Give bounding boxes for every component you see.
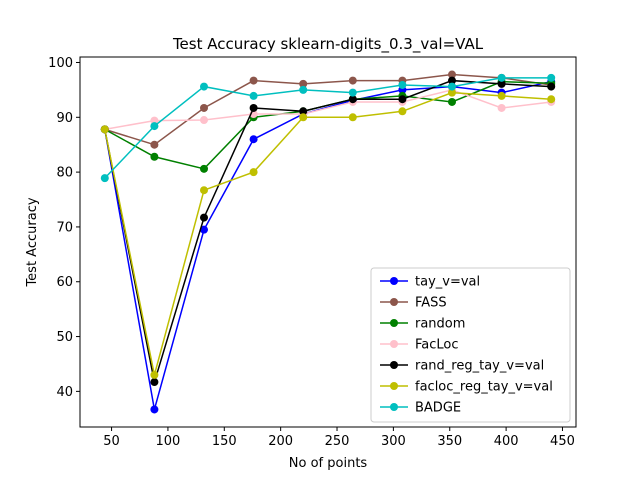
y-axis-label: Test Accuracy <box>25 197 40 287</box>
data-point-random <box>200 164 208 173</box>
y-tick-label: 40 <box>56 385 73 400</box>
legend-swatch-marker <box>390 319 398 327</box>
series-line-badge <box>104 77 552 179</box>
data-point-rand-reg-tay-v-val <box>497 79 506 88</box>
data-point-rand-reg-tay-v-val <box>398 95 407 104</box>
data-point-facloc <box>200 116 208 125</box>
x-tick-label: 200 <box>268 434 293 449</box>
legend-label: random <box>415 317 465 332</box>
legend-entry: rand_reg_tay_v=val <box>380 359 544 374</box>
legend-entry: tay_v=val <box>380 275 480 290</box>
x-tick-label: 150 <box>212 434 237 449</box>
y-tick-label: 100 <box>48 56 73 71</box>
data-point-tay-v-val <box>249 135 258 144</box>
data-point-rand-reg-tay-v-val <box>547 82 556 91</box>
x-axis-label: No of points <box>289 456 368 471</box>
x-tick-label: 300 <box>381 434 406 449</box>
data-point-badge <box>150 122 159 131</box>
legend-label: FacLoc <box>415 338 459 353</box>
legend-entry: FASS <box>380 296 447 311</box>
series-facloc-reg-tay-v-val <box>100 88 556 379</box>
data-point-facloc-reg-tay-v-val <box>547 95 556 104</box>
data-point-fass <box>448 70 456 79</box>
data-point-facloc-reg-tay-v-val <box>249 168 258 177</box>
x-tick-label: 100 <box>156 434 181 449</box>
legend-entry: FacLoc <box>380 338 459 353</box>
y-tick-label: 50 <box>56 330 73 345</box>
x-tick-label: 400 <box>494 434 519 449</box>
data-point-badge <box>448 82 456 91</box>
legend-swatch-marker <box>390 403 398 411</box>
y-tick-label: 80 <box>56 166 73 181</box>
legend-entry: random <box>380 317 465 332</box>
legend-label: FASS <box>415 296 447 311</box>
legend-swatch-marker <box>390 298 398 306</box>
legend-entry: BADGE <box>380 401 461 416</box>
data-point-badge <box>200 82 208 91</box>
y-axis: 40 50 60 70 80 90 100 <box>48 56 80 400</box>
plot-frame <box>79 56 577 428</box>
y-tick-label: 70 <box>56 220 73 235</box>
data-point-fass <box>200 103 208 112</box>
data-point-tay-v-val <box>150 405 159 414</box>
legend-swatch-marker <box>390 361 398 369</box>
data-point-rand-reg-tay-v-val <box>200 213 208 222</box>
data-point-rand-reg-tay-v-val <box>448 76 456 85</box>
x-tick-label: 50 <box>103 434 120 449</box>
data-point-facloc <box>150 116 159 125</box>
data-point-facloc-reg-tay-v-val <box>448 88 456 97</box>
series-line-tay-v-val <box>104 80 552 410</box>
data-point-facloc <box>497 103 506 112</box>
legend-label: tay_v=val <box>415 275 480 290</box>
legend-swatch-marker <box>390 340 398 348</box>
data-point-fass <box>249 76 258 85</box>
data-point-facloc-reg-tay-v-val <box>299 113 308 122</box>
data-point-rand-reg-tay-v-val <box>249 103 258 112</box>
data-point-tay-v-val <box>200 225 208 234</box>
data-point-facloc-reg-tay-v-val <box>497 91 506 100</box>
data-point-facloc-reg-tay-v-val <box>150 370 159 379</box>
data-point-facloc-reg-tay-v-val <box>200 186 208 195</box>
x-tick-label: 450 <box>550 434 575 449</box>
data-point-rand-reg-tay-v-val <box>348 95 357 104</box>
legend: tay_v=val FASS random FacLoc rand_reg_tay_v=… <box>370 267 571 423</box>
data-point-facloc-reg-tay-v-val <box>398 107 407 116</box>
chart-title: Test Accuracy sklearn-digits_0.3_val=VAL <box>172 35 484 54</box>
x-tick-label: 350 <box>437 434 462 449</box>
data-point-fass <box>150 140 159 149</box>
plot-area <box>100 70 556 414</box>
legend-label: BADGE <box>415 401 461 416</box>
data-point-fass <box>299 79 308 88</box>
legend-swatch-marker <box>390 277 398 285</box>
data-point-badge <box>299 85 308 94</box>
data-point-badge <box>547 73 556 82</box>
data-point-rand-reg-tay-v-val <box>299 107 308 116</box>
series-line-fass <box>104 73 552 146</box>
series-badge <box>100 73 556 183</box>
data-point-badge <box>398 80 407 89</box>
x-axis: 50 100 150 200 250 300 350 400 450 <box>103 427 575 449</box>
series-line-facloc <box>104 89 552 131</box>
legend-entry: facloc_reg_tay_v=val <box>380 380 553 395</box>
legend-swatch-marker <box>390 382 398 390</box>
x-tick-label: 250 <box>325 434 350 449</box>
data-point-badge <box>100 174 109 183</box>
data-point-random <box>150 152 159 161</box>
y-tick-label: 90 <box>56 111 73 126</box>
data-point-badge <box>348 88 357 97</box>
data-point-rand-reg-tay-v-val <box>150 378 159 387</box>
data-point-fass <box>348 76 357 85</box>
series-line-facloc-reg-tay-v-val <box>104 91 552 376</box>
legend-label: rand_reg_tay_v=val <box>415 359 544 374</box>
data-point-badge <box>249 91 258 100</box>
data-point-facloc-reg-tay-v-val <box>100 125 109 134</box>
data-point-random <box>448 97 456 106</box>
data-point-badge <box>497 73 506 82</box>
data-point-facloc-reg-tay-v-val <box>348 113 357 122</box>
legend-box <box>370 267 571 423</box>
y-tick-label: 60 <box>56 275 73 290</box>
legend-label: facloc_reg_tay_v=val <box>415 380 553 395</box>
